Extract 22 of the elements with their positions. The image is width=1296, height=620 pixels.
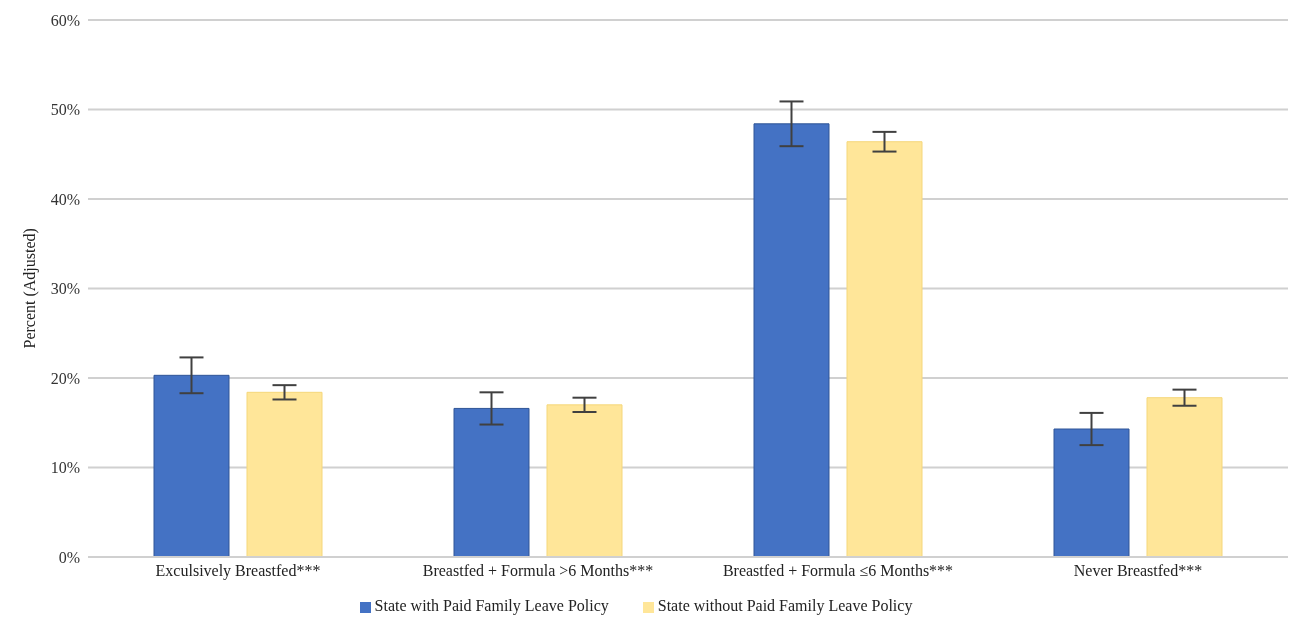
legend-label: State without Paid Family Leave Policy [657,597,913,614]
y-tick-label: 50% [50,101,80,119]
x-tick-label: Exculsively Breastfed*** [155,562,321,581]
bar [1146,397,1223,557]
bar [246,391,323,557]
y-tick-label: 30% [50,280,80,298]
y-tick-label: 0% [58,548,80,566]
bar [1053,428,1130,557]
y-tick-label: 10% [50,459,80,477]
y-tick-label: 40% [50,190,80,208]
bar [153,374,230,557]
bar [753,123,830,557]
x-tick-label: Never Breastfed*** [1073,562,1203,580]
x-tick-label: Breastfed + Formula >6 Months*** [422,562,654,580]
x-tick-label: Breastfed + Formula ≤6 Months*** [722,562,954,580]
y-tick-label: 60% [50,11,80,29]
bar [453,407,530,557]
y-tick-label: 20% [50,369,80,387]
legend-label: State with Paid Family Leave Policy [374,597,609,614]
bar [846,141,923,557]
bar [546,404,623,557]
y-axis-title: Percent (Adjusted) [20,228,39,349]
